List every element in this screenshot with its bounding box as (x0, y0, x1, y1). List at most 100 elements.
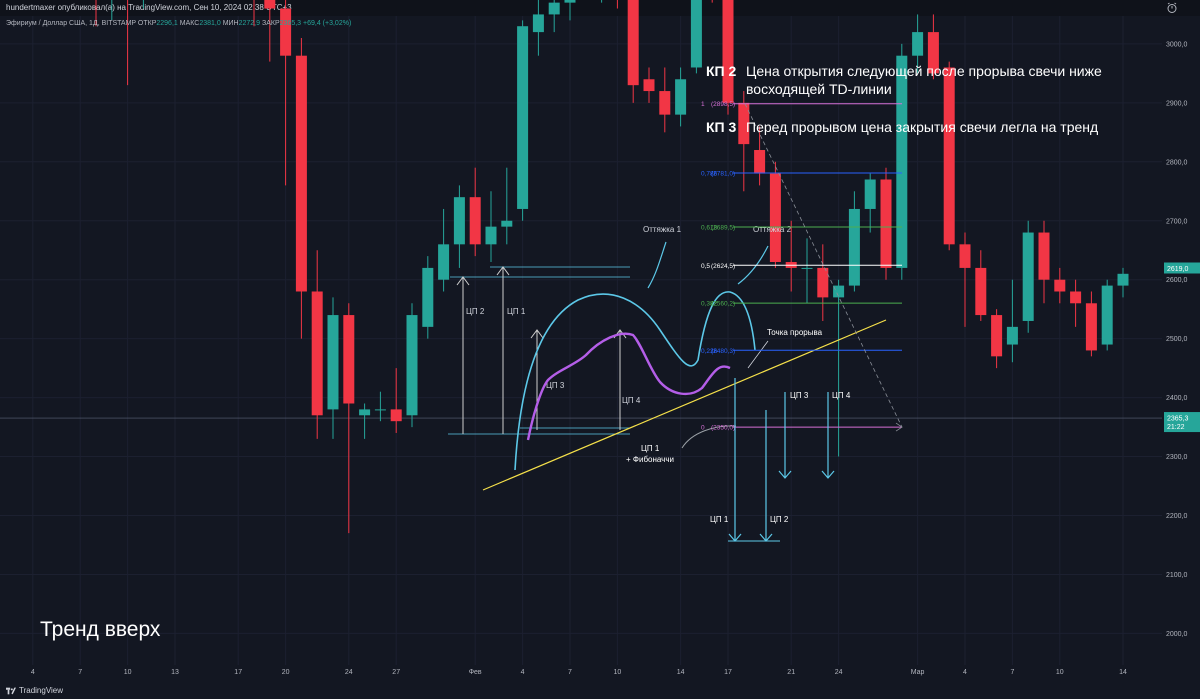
tradingview-logo-icon (6, 687, 16, 694)
fib-level-ratio: 1 (701, 101, 705, 108)
fib-level-ratio: 0,618 (701, 224, 718, 231)
candle-body (564, 0, 576, 3)
close-value: 2365,3 (279, 20, 302, 27)
candle-body (722, 0, 734, 103)
time-tick-label: 20 (282, 669, 290, 676)
candle-body (801, 267, 813, 269)
fib-level-value: (2350,0) (711, 425, 735, 432)
price-tick-label: 2700,0 (1166, 218, 1188, 225)
candle-body (959, 244, 971, 268)
time-tick-label: 10 (614, 669, 622, 676)
fib-level-ratio: 0,236 (701, 348, 718, 355)
price-tick-label: 2300,0 (1166, 454, 1188, 461)
price-badge-text: 2619,0 (1167, 266, 1189, 273)
cp4-right-label: ЦП 4 (832, 391, 851, 400)
time-tick-label: 14 (1119, 669, 1127, 676)
time-tick-label: 4 (963, 669, 967, 676)
candle-body (264, 0, 276, 9)
fib-level-ratio: 0 (701, 425, 705, 432)
time-tick-label: 10 (1056, 669, 1064, 676)
cp1-fib-pointer (681, 425, 737, 449)
uptrend-line (482, 319, 887, 491)
fib-level-value: (2624,5) (711, 263, 735, 270)
candle-body (517, 26, 529, 209)
price-tick-label: 2100,0 (1166, 572, 1188, 579)
candle-body (438, 244, 450, 280)
candle-body (769, 173, 781, 263)
candle-body (390, 409, 402, 422)
fib-level-ratio: 0,5 (701, 263, 710, 270)
candle-body (548, 2, 560, 15)
note-kp3: КП 3 Перед прорывом цена закрытия свечи … (706, 118, 1126, 136)
candle-body (1085, 303, 1097, 351)
note-text: Цена открытия следующей после прорыва св… (746, 63, 1102, 97)
candle-body (975, 267, 987, 316)
cyan-arc-path (514, 291, 756, 471)
candle-body (295, 55, 307, 292)
cp2-left-arrow-head (456, 276, 470, 286)
price-tick-label: 2500,0 (1166, 336, 1188, 343)
alarm-clock-icon[interactable] (1166, 2, 1178, 14)
fib-level-value: (2560,2) (711, 301, 735, 308)
publisher-line: hundertmaxer опубликовал(а) на TradingVi… (6, 3, 292, 12)
candle-body (374, 409, 386, 411)
candle-body (896, 55, 908, 268)
cp3-left-label: ЦП 3 (546, 381, 565, 390)
drawings-layer-under (448, 266, 630, 435)
pull2-label: Оттяжка 2 (753, 225, 792, 234)
cp1-fib-label-1: ЦП 1 (641, 444, 660, 453)
footer-bar (0, 682, 1200, 699)
time-tick-label: 24 (835, 669, 843, 676)
time-tick-label: 21 (787, 669, 795, 676)
trend-label: Тренд вверх (40, 618, 161, 641)
note-text: Перед прорывом цена закрытия свечи легла… (746, 119, 1099, 135)
candle-body (991, 315, 1003, 357)
fib-level-value: (2898,5) (711, 101, 735, 108)
note-key: КП 3 (706, 119, 737, 135)
cp4-left-label: ЦП 4 (622, 396, 641, 405)
candle-body (343, 315, 355, 404)
notes-panel: КП 2 Цена открытия следующей после проры… (706, 62, 1126, 156)
high-value: 2381,0 (199, 20, 221, 27)
note-kp2: КП 2 Цена открытия следующей после проры… (706, 62, 1126, 98)
candle-body (1006, 326, 1018, 345)
price-tick-label: 2800,0 (1166, 159, 1188, 166)
change-value: +69,4 (+3,02%) (303, 20, 352, 27)
last-price-badge-text: 2365,3 (1167, 416, 1189, 423)
time-tick-label: 13 (171, 669, 179, 676)
candle-body (675, 79, 687, 115)
time-tick-label: Фев (469, 669, 482, 676)
cp1-left-label: ЦП 1 (507, 307, 526, 316)
purple-curve-path (526, 332, 731, 441)
candle-body (643, 79, 655, 92)
price-tick-label: 2400,0 (1166, 395, 1188, 402)
fib-level-ratio: 0,382 (701, 301, 718, 308)
last-price-badge-bg (1164, 412, 1200, 433)
tradingview-logo[interactable]: TradingView (6, 686, 63, 695)
cp4-right-arrow-head (821, 470, 835, 479)
symbol-info-bar[interactable]: Эфириум / Доллар США, 1Д, BITSTAMP ОТКР2… (6, 20, 351, 27)
cp1-right-label: ЦП 1 (710, 515, 729, 524)
candle-body (848, 208, 860, 286)
candle-body (738, 102, 750, 145)
last-price-timer: 21:22 (1167, 424, 1185, 431)
cp3-right-arrow-head (778, 470, 792, 479)
candle-body (1070, 291, 1082, 304)
candle-body (532, 14, 544, 33)
low-value: 2272,9 (238, 20, 261, 27)
breakout-pointer (747, 340, 769, 369)
time-axis-bg (0, 665, 1162, 682)
price-tick-label: 2000,0 (1166, 631, 1188, 638)
time-tick-label: Мар (911, 669, 925, 676)
candle-body (327, 315, 339, 410)
breakout-label: Точка прорыва (767, 328, 823, 337)
high-label: МАКС (179, 20, 200, 27)
price-badge-bg (1164, 262, 1200, 274)
low-label: МИН (222, 20, 239, 27)
candle-body (754, 150, 766, 174)
time-tick-label: 24 (345, 669, 353, 676)
candle-body (422, 267, 434, 327)
candle-body (912, 32, 924, 56)
candle-body (280, 8, 292, 56)
